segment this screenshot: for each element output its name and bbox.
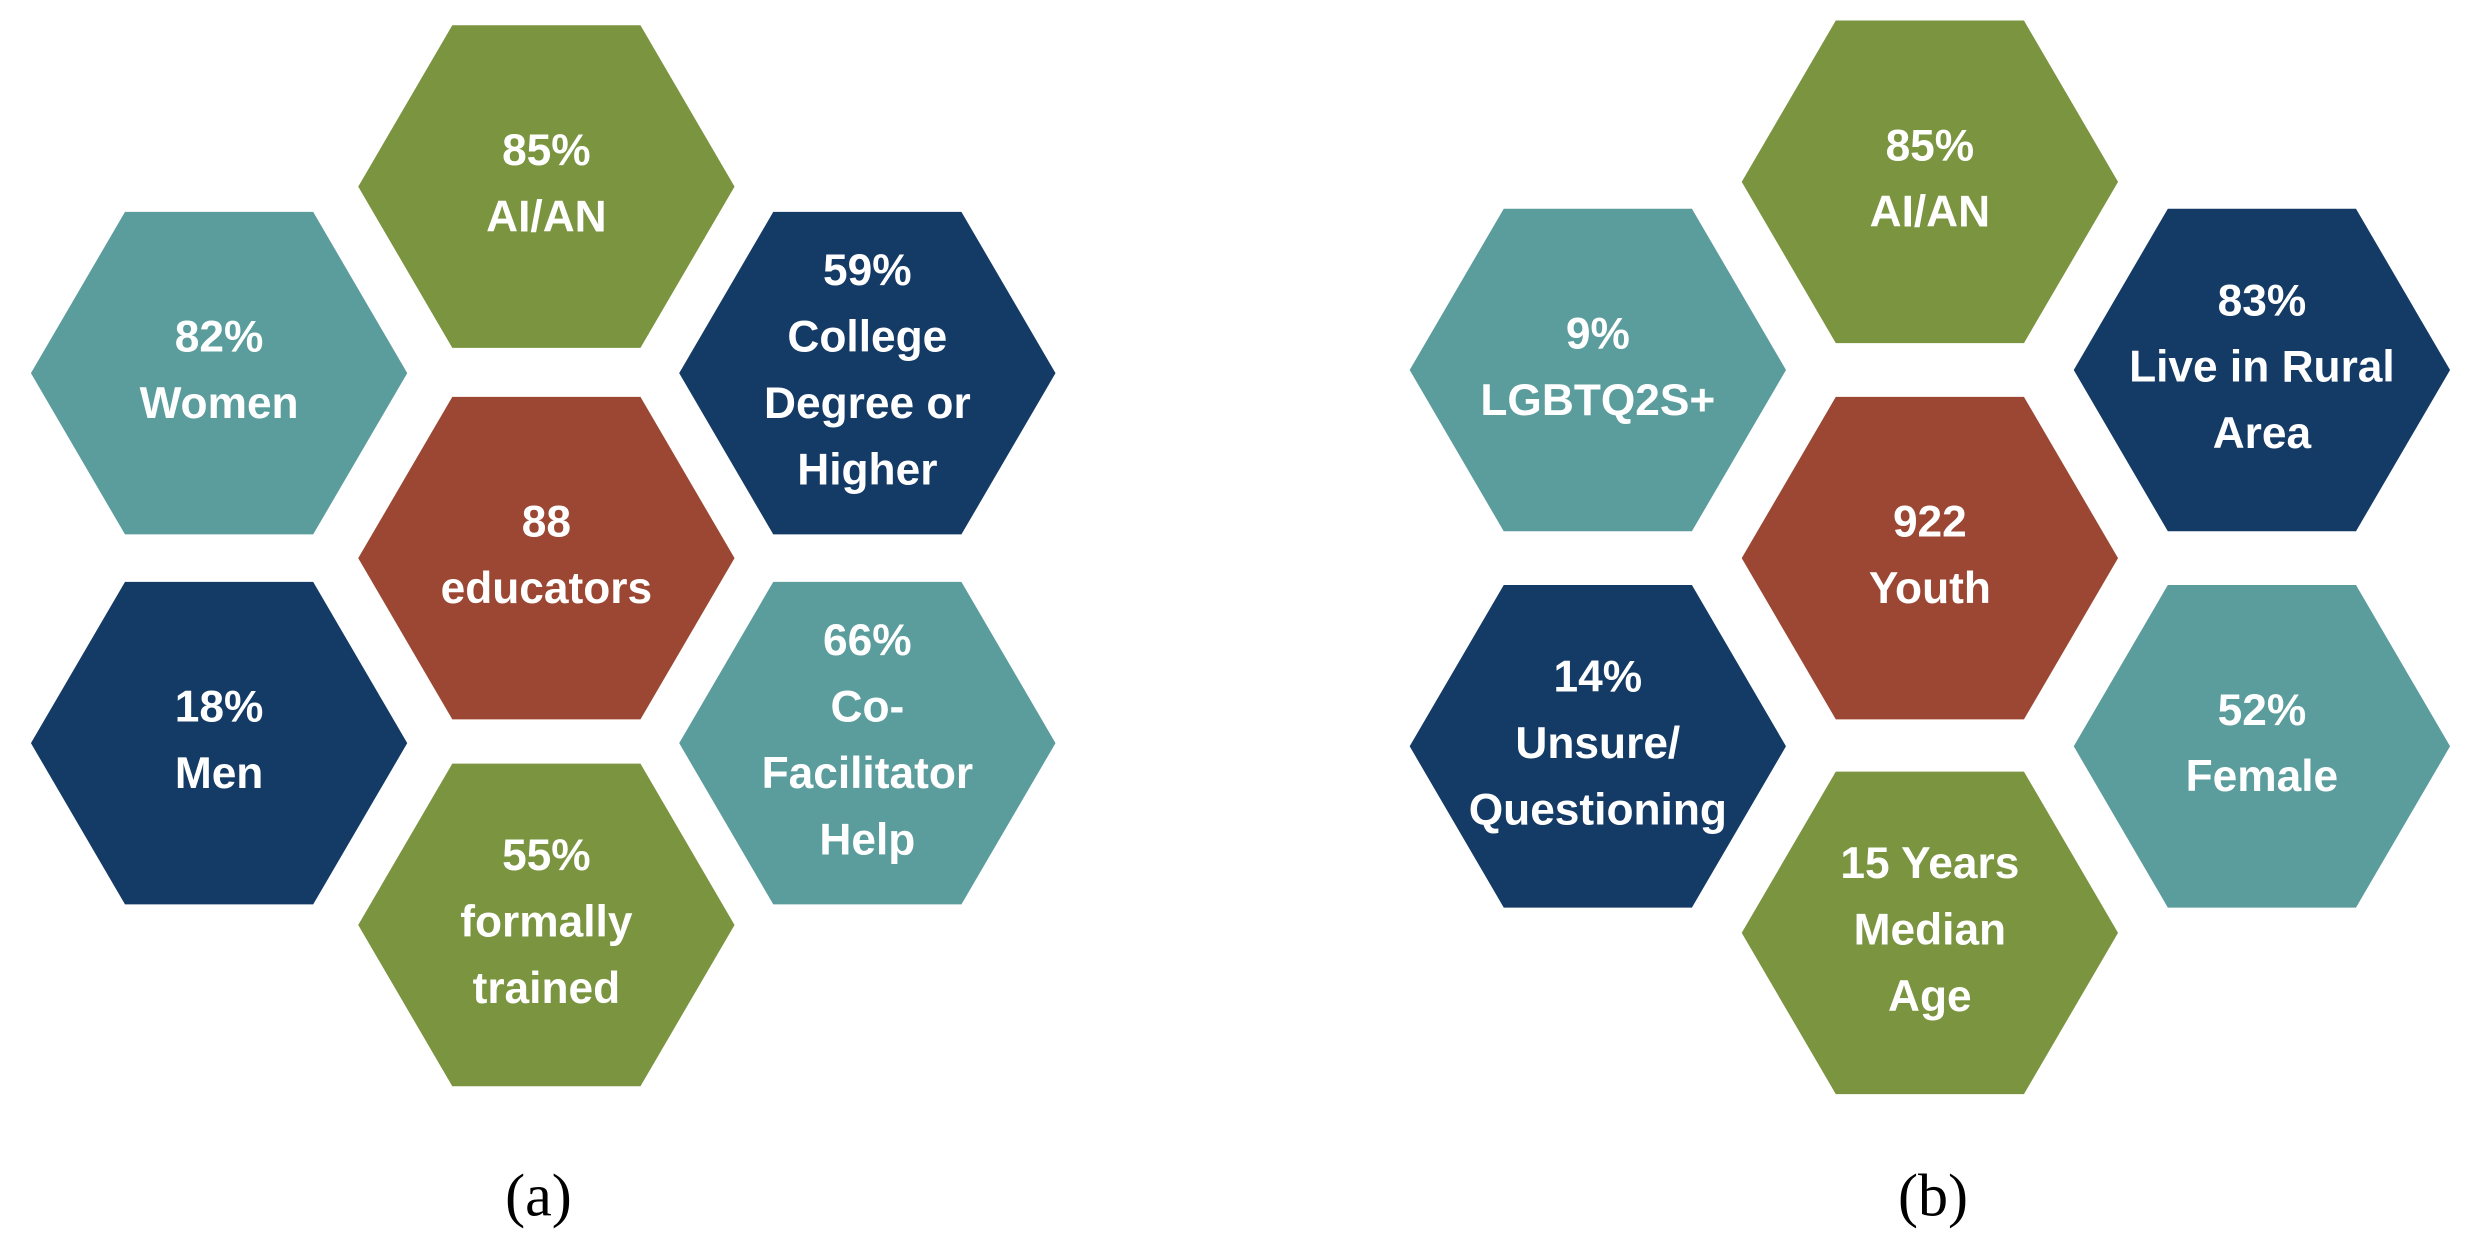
hexagon-text: Women bbox=[140, 379, 299, 428]
hexagon-text: 9% bbox=[1566, 309, 1630, 358]
hexagon-text: Questioning bbox=[1469, 785, 1727, 834]
hexagon-group: 14% Unsure/Questioning bbox=[1409, 585, 1786, 908]
hexagon bbox=[358, 396, 735, 720]
hexagon-text: 85% bbox=[502, 126, 591, 175]
hexagon-text: Female bbox=[2186, 752, 2339, 801]
hexagon-text: 922 bbox=[1893, 498, 1967, 547]
hexagon-text: 15 Years bbox=[1840, 839, 2019, 888]
hexagon bbox=[2073, 585, 2451, 908]
hexagon-text: Age bbox=[1888, 972, 1972, 1021]
hexagon bbox=[1409, 208, 1786, 532]
hexagon-text: 88 bbox=[522, 498, 571, 547]
hexagon-text: Men bbox=[175, 749, 264, 798]
hexagon bbox=[679, 211, 1056, 535]
hexagon-text: 59% bbox=[823, 246, 912, 295]
hexagon-text: Unsure/ bbox=[1515, 719, 1680, 768]
hexagon-text: Degree or bbox=[764, 379, 971, 428]
hexagon-text: 66% bbox=[823, 616, 912, 665]
hexagon-group: 66% Co- Facilitator Help bbox=[679, 581, 1056, 905]
hexagon-text: educators bbox=[441, 564, 653, 613]
hexagon bbox=[358, 763, 735, 1087]
hexagon bbox=[30, 211, 408, 535]
hexagon-text: 14% bbox=[1554, 653, 1643, 702]
hexagon bbox=[1741, 771, 2119, 1095]
hexagon-group: 55% formally trained bbox=[358, 763, 735, 1087]
hexagon-text: trained bbox=[473, 964, 621, 1013]
hexagon-group: 85% AI/AN bbox=[358, 25, 735, 348]
hexagon-text: 85% bbox=[1886, 121, 1975, 170]
hexagon-text: Area bbox=[2213, 409, 2312, 458]
hexagon-text: 18% bbox=[175, 683, 264, 732]
hexagon-text: Help bbox=[819, 815, 915, 864]
hexagon-group: 83% Live in Rural Area bbox=[2073, 208, 2451, 532]
hexagon-group: 18% Men bbox=[30, 581, 408, 905]
hexagon-text: 55% bbox=[502, 831, 591, 880]
hexagon-text: LGBTQ2S+ bbox=[1480, 376, 1715, 425]
hexagon-group: 15 Years Median Age bbox=[1741, 771, 2119, 1095]
hexagon-group: 52% Female bbox=[2073, 585, 2451, 908]
hexagon-group: 59% College Degree or Higher bbox=[679, 211, 1056, 535]
hexagon-text: 82% bbox=[175, 313, 264, 362]
hexagon bbox=[1409, 585, 1786, 908]
hexagon-text: AI/AN bbox=[486, 192, 607, 241]
hexagon-group: 85% AI/AN bbox=[1741, 20, 2119, 344]
hexagon-text: Higher bbox=[797, 445, 937, 494]
panel-label: (a) bbox=[505, 1161, 572, 1228]
hexagon-text: Facilitator bbox=[762, 749, 974, 798]
panel: 85% AI/AN 82% Women 59% College Degree or Highe… bbox=[30, 25, 1056, 1228]
hexagon-text: 83% bbox=[2218, 276, 2307, 325]
hexagon-text: AI/AN bbox=[1870, 188, 1991, 237]
hexagon bbox=[30, 581, 408, 905]
hexagon bbox=[2073, 208, 2451, 532]
hexagon bbox=[1741, 20, 2119, 344]
hexagon-text: Co- bbox=[830, 683, 904, 732]
hexagon-text: Youth bbox=[1869, 564, 1991, 613]
hexagon-text: formally bbox=[460, 898, 633, 947]
hexagon-group: 88 educators bbox=[358, 396, 735, 720]
hexagon-text: 52% bbox=[2218, 686, 2307, 735]
hexagon-text: Median bbox=[1854, 906, 2006, 955]
hexagon bbox=[1741, 396, 2119, 720]
panel-label: (b) bbox=[1898, 1161, 1968, 1228]
panel: 85% AI/AN 9% LGBTQ2S+ 83% Live in Rural Area 92… bbox=[1409, 20, 2451, 1228]
hexagon-group: 82% Women bbox=[30, 211, 408, 535]
hexagon-group: 922 Youth bbox=[1741, 396, 2119, 720]
hexagon-text: College bbox=[787, 313, 947, 362]
hexagon-group: 9% LGBTQ2S+ bbox=[1409, 208, 1786, 532]
hexagon bbox=[679, 581, 1056, 905]
hexagon-text: Live in Rural bbox=[2129, 343, 2395, 392]
hexagon bbox=[358, 25, 735, 348]
